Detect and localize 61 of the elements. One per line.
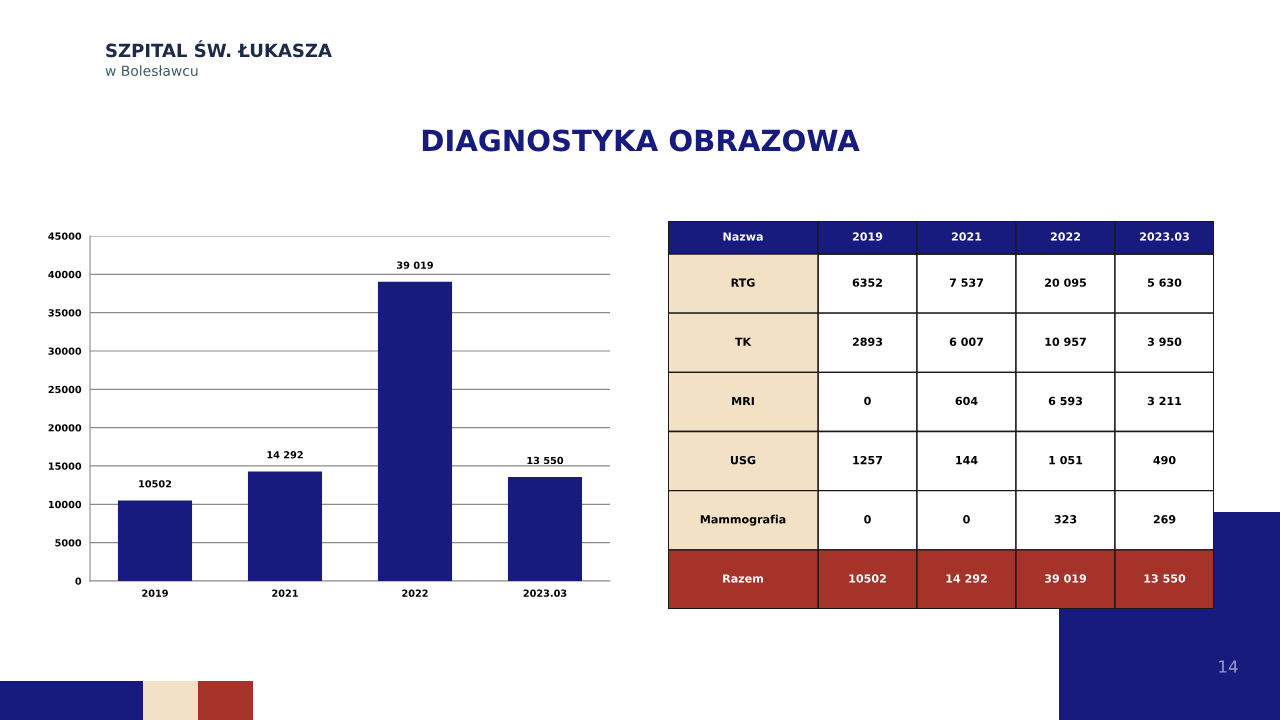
y-tick-label: 40000 [48, 270, 82, 279]
data-label: 2893 [852, 337, 883, 346]
data-label: 14 292 [946, 574, 987, 583]
data-label: 6352 [852, 278, 882, 287]
y-tick-label: 15000 [48, 462, 82, 470]
data-label: 144 [956, 456, 978, 465]
data-label: 39 019 [397, 261, 433, 269]
y-tick-label: 30000 [48, 347, 82, 355]
data-label: 39 019 [1044, 574, 1087, 583]
y-tick-label: RTG [731, 278, 755, 287]
x-tick-label: 2021 [951, 232, 982, 241]
data-label: 490 [1153, 455, 1176, 465]
data-label: 7 537 [949, 278, 984, 287]
y-tick-label: Razem [723, 574, 763, 583]
x-tick-label: 2019 [852, 232, 883, 241]
x-tick-label: 2021 [272, 589, 298, 597]
y-tick-label: 0 [75, 577, 82, 585]
data-label: 604 [955, 396, 978, 406]
data-label: 20 095 [1045, 278, 1086, 287]
y-tick-label: 45000 [48, 232, 82, 240]
y-tick-label: Mammografia [700, 514, 786, 526]
y-tick-label: 10000 [48, 500, 82, 509]
x-tick-label: 2022 [402, 589, 428, 597]
data-label: 13 550 [527, 456, 564, 465]
y-axis-title: Nazwa [723, 232, 763, 241]
y-tick-label: 35000 [48, 309, 82, 317]
chart-title: DIAGNOSTYKA OBRAZOWA [422, 129, 860, 152]
y-tick-label: USG [730, 455, 756, 465]
bar [247, 471, 323, 581]
data-label: 10502 [139, 480, 172, 488]
y-tick-label: TK [734, 337, 752, 346]
data-label: 6 593 [1048, 396, 1083, 406]
data-label: 5 630 [1147, 278, 1182, 287]
x-tick-label: 2023.03 [523, 589, 567, 597]
data-label: 10 957 [1045, 337, 1086, 346]
data-label: 10502 [849, 574, 886, 583]
data-label: 1257 [853, 455, 883, 465]
data-label: 14 292 [267, 451, 303, 459]
data-label: 323 [1054, 515, 1077, 524]
y-tick-label: 20000 [48, 424, 82, 432]
data-label: 13 550 [1144, 574, 1186, 583]
bar [507, 477, 583, 581]
y-tick-label: 25000 [48, 385, 82, 394]
data-label: 3 950 [1147, 337, 1182, 346]
data-label: 269 [1153, 515, 1176, 524]
data-label: 0 [864, 515, 871, 524]
data-label: 6 007 [949, 337, 984, 346]
text: w Bolesławcu [105, 65, 198, 77]
y-tick-label: 5000 [55, 539, 82, 547]
y-tick-label: MRI [732, 396, 754, 405]
text: 14 [1219, 660, 1238, 673]
bar [377, 281, 453, 581]
x-tick-label: 2019 [142, 589, 168, 597]
data-label: 1 051 [1049, 455, 1083, 465]
data-label: 0 [864, 396, 871, 406]
data-label: 0 [963, 515, 970, 524]
x-tick-label: 2023.03 [1140, 232, 1189, 241]
bar [117, 500, 193, 581]
data-label: 3 211 [1147, 396, 1182, 406]
text: SZPITAL ŚW. ŁUKASZA [106, 40, 332, 58]
x-tick-label: 2022 [1050, 232, 1080, 241]
